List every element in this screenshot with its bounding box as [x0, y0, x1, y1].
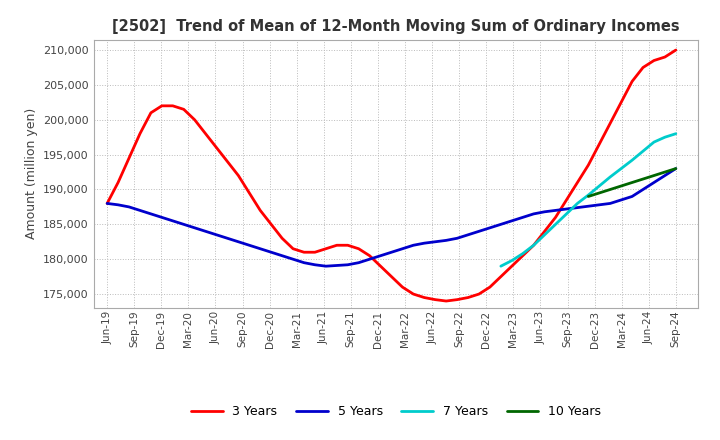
- 5 Years: [672, 166, 680, 171]
- Y-axis label: Amount (million yen): Amount (million yen): [24, 108, 37, 239]
- 5 Years: [552, 208, 560, 213]
- 10 Years: [617, 183, 626, 189]
- 5 Years: [474, 229, 483, 234]
- Title: [2502]  Trend of Mean of 12-Month Moving Sum of Ordinary Incomes: [2502] Trend of Mean of 12-Month Moving …: [112, 19, 680, 34]
- 3 Years: [617, 100, 626, 105]
- 10 Years: [660, 169, 669, 175]
- 7 Years: [628, 158, 636, 163]
- Line: 3 Years: 3 Years: [107, 50, 676, 301]
- Line: 5 Years: 5 Years: [107, 169, 676, 266]
- 7 Years: [552, 222, 560, 227]
- 3 Years: [256, 208, 264, 213]
- 7 Years: [540, 232, 549, 238]
- 7 Years: [649, 139, 658, 145]
- 3 Years: [672, 48, 680, 53]
- 7 Years: [595, 183, 603, 189]
- 3 Years: [431, 297, 439, 302]
- 10 Years: [595, 191, 603, 196]
- 7 Years: [529, 242, 538, 248]
- 10 Years: [584, 194, 593, 199]
- 3 Years: [442, 298, 451, 304]
- 3 Years: [103, 201, 112, 206]
- 5 Years: [442, 238, 451, 243]
- 5 Years: [617, 197, 626, 202]
- 7 Years: [639, 149, 647, 154]
- 7 Years: [617, 166, 626, 171]
- 3 Years: [453, 297, 462, 302]
- 7 Years: [508, 258, 516, 263]
- 7 Years: [672, 131, 680, 136]
- 5 Years: [453, 236, 462, 241]
- 10 Years: [628, 180, 636, 185]
- 7 Years: [584, 192, 593, 198]
- Line: 10 Years: 10 Years: [588, 169, 676, 196]
- 10 Years: [639, 176, 647, 182]
- 5 Years: [103, 201, 112, 206]
- 7 Years: [562, 211, 571, 216]
- 3 Years: [474, 291, 483, 297]
- 7 Years: [606, 174, 615, 180]
- 7 Years: [573, 201, 582, 206]
- Line: 7 Years: 7 Years: [501, 134, 676, 266]
- 10 Years: [672, 166, 680, 171]
- Legend: 3 Years, 5 Years, 7 Years, 10 Years: 3 Years, 5 Years, 7 Years, 10 Years: [186, 400, 606, 423]
- 7 Years: [518, 251, 527, 256]
- 5 Years: [322, 264, 330, 269]
- 10 Years: [606, 187, 615, 192]
- 5 Years: [256, 246, 264, 251]
- 7 Years: [497, 264, 505, 269]
- 3 Years: [552, 215, 560, 220]
- 7 Years: [660, 135, 669, 140]
- 10 Years: [649, 173, 658, 178]
